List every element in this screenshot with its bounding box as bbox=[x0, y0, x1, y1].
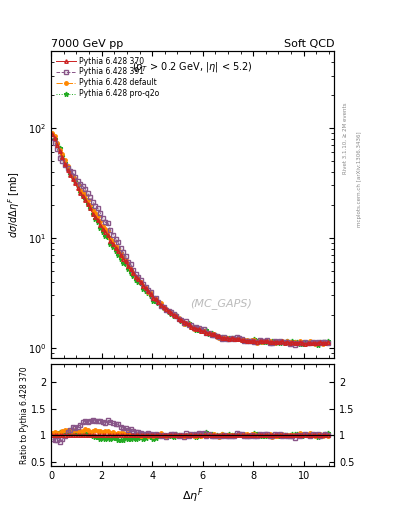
Pythia 6.428 pro-q2o bbox=[176, 315, 181, 322]
Legend: Pythia 6.428 370, Pythia 6.428 391, Pythia 6.428 default, Pythia 6.428 pro-q2o: Pythia 6.428 370, Pythia 6.428 391, Pyth… bbox=[53, 53, 162, 101]
Pythia 6.428 default bbox=[325, 340, 330, 346]
Pythia 6.428 default bbox=[131, 270, 136, 276]
Pythia 6.428 default bbox=[50, 130, 55, 136]
Pythia 6.428 391 bbox=[50, 135, 55, 141]
Pythia 6.428 391 bbox=[292, 342, 297, 348]
Line: Pythia 6.428 pro-q2o: Pythia 6.428 pro-q2o bbox=[50, 131, 330, 347]
Pythia 6.428 pro-q2o bbox=[244, 338, 249, 344]
Y-axis label: Ratio to Pythia 6.428 370: Ratio to Pythia 6.428 370 bbox=[20, 366, 29, 463]
Pythia 6.428 370 bbox=[131, 270, 136, 276]
Pythia 6.428 391 bbox=[325, 339, 330, 346]
Pythia 6.428 370 bbox=[325, 339, 330, 346]
Pythia 6.428 391 bbox=[131, 266, 136, 272]
Pythia 6.428 391 bbox=[244, 338, 249, 345]
Pythia 6.428 pro-q2o bbox=[50, 131, 55, 137]
Line: Pythia 6.428 370: Pythia 6.428 370 bbox=[51, 133, 329, 345]
Text: (MC_GAPS): (MC_GAPS) bbox=[190, 297, 252, 309]
X-axis label: $\Delta\eta^F$: $\Delta\eta^F$ bbox=[182, 486, 204, 505]
Pythia 6.428 370 bbox=[176, 315, 181, 322]
Pythia 6.428 370 bbox=[184, 320, 189, 326]
Pythia 6.428 pro-q2o bbox=[131, 273, 136, 279]
Pythia 6.428 391 bbox=[310, 339, 315, 346]
Pythia 6.428 default bbox=[313, 341, 318, 347]
Pythia 6.428 370 bbox=[50, 131, 55, 137]
Pythia 6.428 default bbox=[176, 315, 181, 322]
Pythia 6.428 370 bbox=[303, 340, 307, 347]
Pythia 6.428 391 bbox=[176, 316, 181, 322]
Pythia 6.428 default bbox=[244, 337, 249, 343]
Pythia 6.428 pro-q2o bbox=[308, 340, 312, 346]
Pythia 6.428 391 bbox=[184, 318, 189, 324]
Pythia 6.428 370 bbox=[244, 338, 249, 344]
Pythia 6.428 pro-q2o bbox=[315, 342, 320, 348]
Pythia 6.428 pro-q2o bbox=[320, 339, 325, 345]
Y-axis label: $d\sigma/d\Delta\eta^F$ [mb]: $d\sigma/d\Delta\eta^F$ [mb] bbox=[6, 172, 22, 238]
Pythia 6.428 370 bbox=[310, 340, 315, 347]
Text: Soft QCD: Soft QCD bbox=[284, 39, 334, 49]
Pythia 6.428 default bbox=[308, 338, 312, 345]
Text: 7000 GeV pp: 7000 GeV pp bbox=[51, 39, 123, 49]
Line: Pythia 6.428 default: Pythia 6.428 default bbox=[51, 131, 329, 346]
Text: ($p_T$ > 0.2 GeV, $|\eta|$ < 5.2): ($p_T$ > 0.2 GeV, $|\eta|$ < 5.2) bbox=[132, 60, 253, 74]
Pythia 6.428 pro-q2o bbox=[184, 321, 189, 327]
Text: mcplots.cern.ch [arXiv:1306.3436]: mcplots.cern.ch [arXiv:1306.3436] bbox=[357, 132, 362, 227]
Pythia 6.428 default bbox=[184, 319, 189, 326]
Pythia 6.428 default bbox=[320, 340, 325, 347]
Text: Rivet 3.1.10, ≥ 2M events: Rivet 3.1.10, ≥ 2M events bbox=[343, 102, 347, 174]
Pythia 6.428 391 bbox=[320, 339, 325, 345]
Line: Pythia 6.428 391: Pythia 6.428 391 bbox=[51, 136, 329, 347]
Pythia 6.428 370 bbox=[320, 339, 325, 346]
Pythia 6.428 pro-q2o bbox=[325, 338, 330, 344]
